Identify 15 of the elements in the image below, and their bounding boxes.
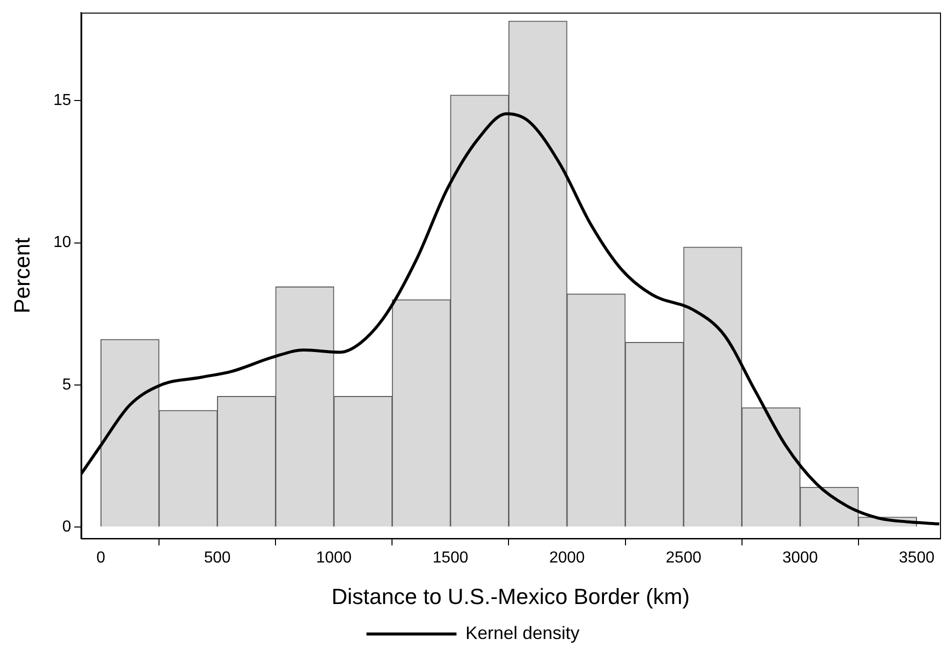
x-tick-label: 2500 bbox=[666, 549, 702, 566]
y-tick-label: 10 bbox=[53, 234, 72, 252]
y-tick-label: 15 bbox=[53, 92, 72, 110]
y-tick-label: 5 bbox=[62, 376, 72, 394]
x-tick-label: 500 bbox=[204, 549, 231, 566]
legend-label: Kernel density bbox=[465, 622, 580, 643]
x-tick-label: 2000 bbox=[549, 549, 585, 566]
x-tick-label: 0 bbox=[96, 549, 106, 566]
y-tick-label: 0 bbox=[62, 518, 72, 536]
x-tick-label: 1000 bbox=[316, 549, 352, 566]
x-tick-label: 3000 bbox=[782, 549, 818, 566]
y-axis-title: Percent bbox=[9, 238, 34, 314]
x-tick-label: 1500 bbox=[432, 549, 468, 566]
x-axis-title: Distance to U.S.-Mexico Border (km) bbox=[331, 584, 690, 609]
x-tick-label: 3500 bbox=[898, 549, 935, 566]
